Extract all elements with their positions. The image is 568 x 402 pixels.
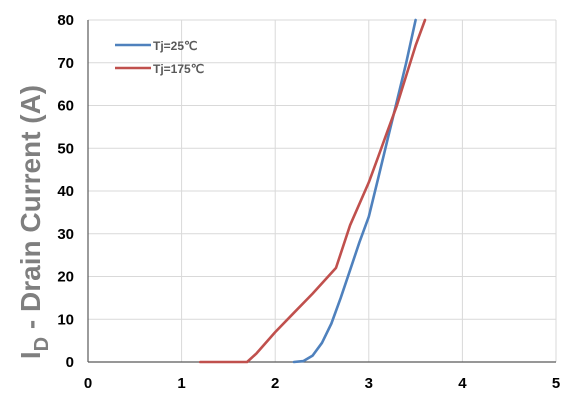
y-tick-label: 60 xyxy=(57,98,74,115)
y-tick-label: 10 xyxy=(57,311,74,328)
x-tick-label: 1 xyxy=(177,375,185,392)
legend-label: Tj=175℃ xyxy=(153,62,204,76)
y-tick-label: 0 xyxy=(66,354,74,371)
x-tick-label: 4 xyxy=(458,375,467,392)
y-axis-label-text: - Drain Current (A) xyxy=(15,85,46,337)
y-axis-label: ID - Drain Current (A) xyxy=(15,85,53,359)
legend: Tj=25℃ Tj=175℃ xyxy=(115,39,204,76)
y-tick-label: 30 xyxy=(57,226,74,243)
y-tick-label: 50 xyxy=(57,140,74,157)
y-tick-label: 40 xyxy=(57,183,74,200)
y-axis-label-main: I xyxy=(15,351,46,359)
y-tick-label: 70 xyxy=(57,55,74,72)
x-tick-label: 5 xyxy=(552,375,560,392)
y-tick-label: 20 xyxy=(57,269,74,286)
y-tick-label: 80 xyxy=(57,12,74,29)
y-axis-label-subscript: D xyxy=(31,337,53,351)
legend-label: Tj=25℃ xyxy=(153,39,198,53)
x-tick-label: 2 xyxy=(271,375,279,392)
x-tick-label: 0 xyxy=(84,375,92,392)
x-tick-label: 3 xyxy=(365,375,373,392)
